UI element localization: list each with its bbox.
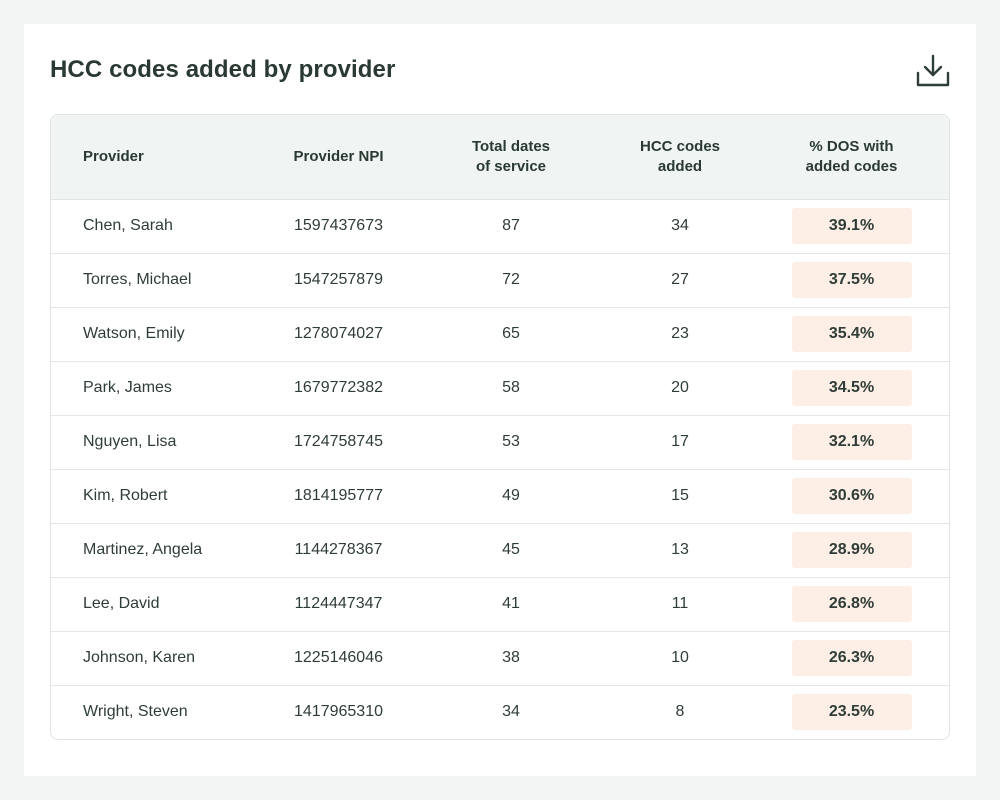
- pct-dos-badge: 26.3%: [791, 640, 912, 676]
- hcc-codes-cell: 27: [606, 253, 754, 308]
- total-dates-cell: 34: [502, 703, 520, 721]
- pct-dos-cell: 23.5%: [754, 685, 949, 739]
- provider-name-cell: Johnson, Karen: [51, 631, 261, 686]
- total-dates-cell: 58: [416, 361, 606, 416]
- column-header-provider[interactable]: Provider: [51, 115, 261, 200]
- table-row[interactable]: Wright, Steven 1417965310 34 8 23.5%: [51, 685, 949, 739]
- provider-name-cell: Lee, David: [51, 577, 261, 632]
- total-dates-cell: 41: [416, 577, 606, 632]
- provider-npi-cell: 1679772382: [261, 361, 416, 416]
- hcc-codes-cell: 23: [606, 307, 754, 362]
- hcc-codes-cell: 13: [606, 523, 754, 578]
- download-icon: [916, 54, 950, 88]
- provider-name-cell: Kim, Robert: [51, 469, 261, 524]
- table-row[interactable]: Nguyen, Lisa 1724758745 53 17 32.1%: [51, 415, 949, 470]
- provider-name-cell: Park, James: [51, 361, 261, 416]
- provider-table: Provider Provider NPI Total dates of ser…: [51, 115, 949, 739]
- pct-dos-cell: 35.4%: [754, 307, 949, 362]
- card-header: HCC codes added by provider: [50, 54, 950, 88]
- pct-dos-badge: 34.5%: [791, 370, 912, 406]
- total-dates-cell: 53: [416, 415, 606, 470]
- pct-dos-cell: 37.5%: [754, 253, 949, 308]
- table-row[interactable]: Johnson, Karen 1225146046 38 10 26.3%: [51, 631, 949, 686]
- table-row[interactable]: Martinez, Angela 1144278367 45 13 28.9%: [51, 523, 949, 578]
- pct-dos-badge: 26.8%: [791, 586, 912, 622]
- column-header-npi[interactable]: Provider NPI: [261, 115, 416, 200]
- total-dates-cell: 72: [416, 253, 606, 308]
- table-row[interactable]: Kim, Robert 1814195777 49 15 30.6%: [51, 469, 949, 524]
- table-row[interactable]: Chen, Sarah 1597437673 87 34 39.1%: [51, 199, 949, 254]
- provider-npi-cell: 1724758745: [261, 415, 416, 470]
- hcc-codes-cell: 11: [606, 577, 754, 632]
- provider-name-cell: Watson, Emily: [51, 307, 261, 362]
- hcc-codes-cell: 15: [606, 469, 754, 524]
- pct-dos-badge: 35.4%: [791, 316, 912, 352]
- column-header-total-dates-line2: of service: [475, 157, 547, 175]
- table-header-row: Provider Provider NPI Total dates of ser…: [51, 115, 949, 200]
- total-dates-cell: 45: [416, 523, 606, 578]
- pct-dos-badge: 30.6%: [791, 478, 912, 514]
- hcc-codes-cell: 10: [606, 631, 754, 686]
- hcc-codes-cell: 20: [606, 361, 754, 416]
- provider-name-cell: Wright, Steven: [83, 703, 188, 721]
- provider-npi-cell: 1547257879: [261, 253, 416, 308]
- hcc-codes-cell: 17: [606, 415, 754, 470]
- hcc-codes-cell: 8: [675, 703, 685, 721]
- total-dates-cell: 49: [416, 469, 606, 524]
- total-dates-cell: 65: [416, 307, 606, 362]
- column-header-total-dates[interactable]: Total dates of service: [416, 115, 606, 200]
- pct-dos-badge: 32.1%: [791, 424, 912, 460]
- pct-dos-badge: 23.5%: [791, 694, 912, 731]
- pct-dos-cell: 32.1%: [754, 415, 949, 470]
- table-row[interactable]: Torres, Michael 1547257879 72 27 37.5%: [51, 253, 949, 308]
- pct-dos-cell: 34.5%: [754, 361, 949, 416]
- provider-npi-cell: 1124447347: [261, 577, 416, 632]
- download-button[interactable]: [916, 54, 950, 88]
- column-header-hcc-codes[interactable]: HCC codes added: [606, 115, 754, 200]
- table-row[interactable]: Park, James 1679772382 58 20 34.5%: [51, 361, 949, 416]
- column-header-npi-label: Provider NPI: [293, 147, 384, 165]
- provider-npi-cell: 1278074027: [261, 307, 416, 362]
- pct-dos-cell: 28.9%: [754, 523, 949, 578]
- column-header-hcc-codes-line2: added: [657, 157, 703, 175]
- pct-dos-badge: 39.1%: [791, 208, 912, 244]
- provider-name-cell: Torres, Michael: [51, 253, 261, 308]
- pct-dos-cell: 26.3%: [754, 631, 949, 686]
- column-header-provider-label: Provider: [83, 147, 144, 165]
- column-header-pct-dos-line2: added codes: [805, 157, 898, 175]
- provider-npi-cell: 1597437673: [261, 199, 416, 254]
- pct-dos-cell: 39.1%: [754, 199, 949, 254]
- provider-name-cell: Martinez, Angela: [51, 523, 261, 578]
- pct-dos-badge: 37.5%: [791, 262, 912, 298]
- provider-name-cell: Chen, Sarah: [51, 199, 261, 254]
- table-body: Chen, Sarah 1597437673 87 34 39.1% Torre…: [51, 199, 949, 739]
- report-card: HCC codes added by provider Provider: [24, 24, 976, 776]
- table-row[interactable]: Lee, David 1124447347 41 11 26.8%: [51, 577, 949, 632]
- page-title: HCC codes added by provider: [50, 56, 396, 83]
- column-header-pct-dos[interactable]: % DOS with added codes: [754, 115, 949, 200]
- provider-table-container: Provider Provider NPI Total dates of ser…: [50, 114, 950, 740]
- pct-dos-cell: 26.8%: [754, 577, 949, 632]
- provider-npi-cell: 1144278367: [261, 523, 416, 578]
- total-dates-cell: 87: [416, 199, 606, 254]
- hcc-codes-cell: 34: [606, 199, 754, 254]
- total-dates-cell: 38: [416, 631, 606, 686]
- provider-name-cell: Nguyen, Lisa: [51, 415, 261, 470]
- provider-npi-cell: 1417965310: [294, 703, 383, 721]
- provider-npi-cell: 1814195777: [261, 469, 416, 524]
- provider-npi-cell: 1225146046: [261, 631, 416, 686]
- table-row[interactable]: Watson, Emily 1278074027 65 23 35.4%: [51, 307, 949, 362]
- pct-dos-cell: 30.6%: [754, 469, 949, 524]
- column-header-pct-dos-line1: % DOS with: [809, 137, 894, 155]
- pct-dos-badge: 28.9%: [791, 532, 912, 568]
- column-header-hcc-codes-line1: HCC codes: [639, 137, 721, 155]
- column-header-total-dates-line1: Total dates: [471, 137, 551, 155]
- table-header: Provider Provider NPI Total dates of ser…: [51, 115, 949, 200]
